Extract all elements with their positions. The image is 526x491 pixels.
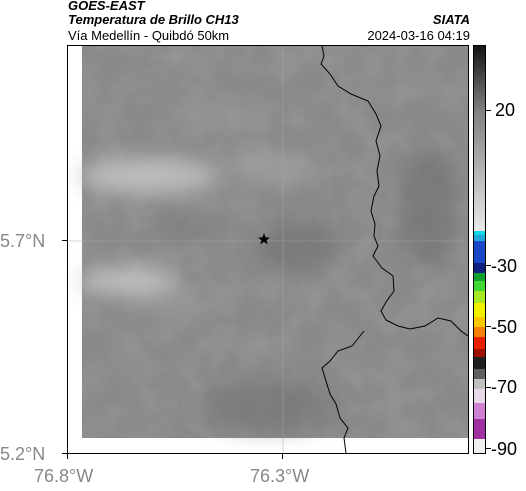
source-label: SIATA	[432, 12, 470, 27]
region-subtitle: Vía Medellín - Quibdó 50km	[68, 28, 230, 43]
colorbar-tick-minus30	[486, 265, 491, 266]
lon-tick-76.3	[282, 454, 283, 459]
colorbar-gradient	[474, 46, 485, 453]
map-panel[interactable]	[67, 45, 469, 454]
product-title: Temperatura de Brillo CH13	[68, 12, 239, 27]
colorbar	[473, 45, 486, 454]
lon-tick-76.8	[67, 454, 68, 459]
colorbar-label-20: 20	[495, 100, 516, 120]
colorbar-tick-minus70	[486, 387, 491, 388]
lat-tick-5.2	[62, 453, 67, 454]
warm-cloud-streaks	[78, 102, 313, 316]
cold-cloud-areas	[158, 146, 458, 431]
colorbar-tick-20	[486, 110, 491, 111]
datetime-label: 2024-03-16 04:19	[367, 28, 470, 43]
coastline-line	[320, 46, 468, 337]
satellite-title: GOES-EAST	[68, 0, 145, 13]
colorbar-tick-minus50	[486, 326, 491, 327]
lon-label-76.3: 76.3°W	[250, 466, 310, 486]
brightness-temperature-map	[68, 46, 468, 453]
colorbar-label-minus70: -70	[491, 377, 518, 397]
lon-label-76.8: 76.8°W	[34, 466, 94, 486]
colorbar-label-minus90: -90	[491, 439, 518, 459]
lat-tick-5.7	[62, 240, 67, 241]
border-line	[321, 330, 365, 453]
lat-label-5.7: 5.7°N	[0, 231, 46, 251]
colorbar-tick-minus90	[486, 448, 491, 449]
colorbar-label-minus50: -50	[491, 317, 518, 337]
location-star-icon	[258, 233, 270, 245]
lat-label-5.2: 5.2°N	[0, 444, 46, 464]
colorbar-label-minus30: -30	[491, 256, 518, 276]
